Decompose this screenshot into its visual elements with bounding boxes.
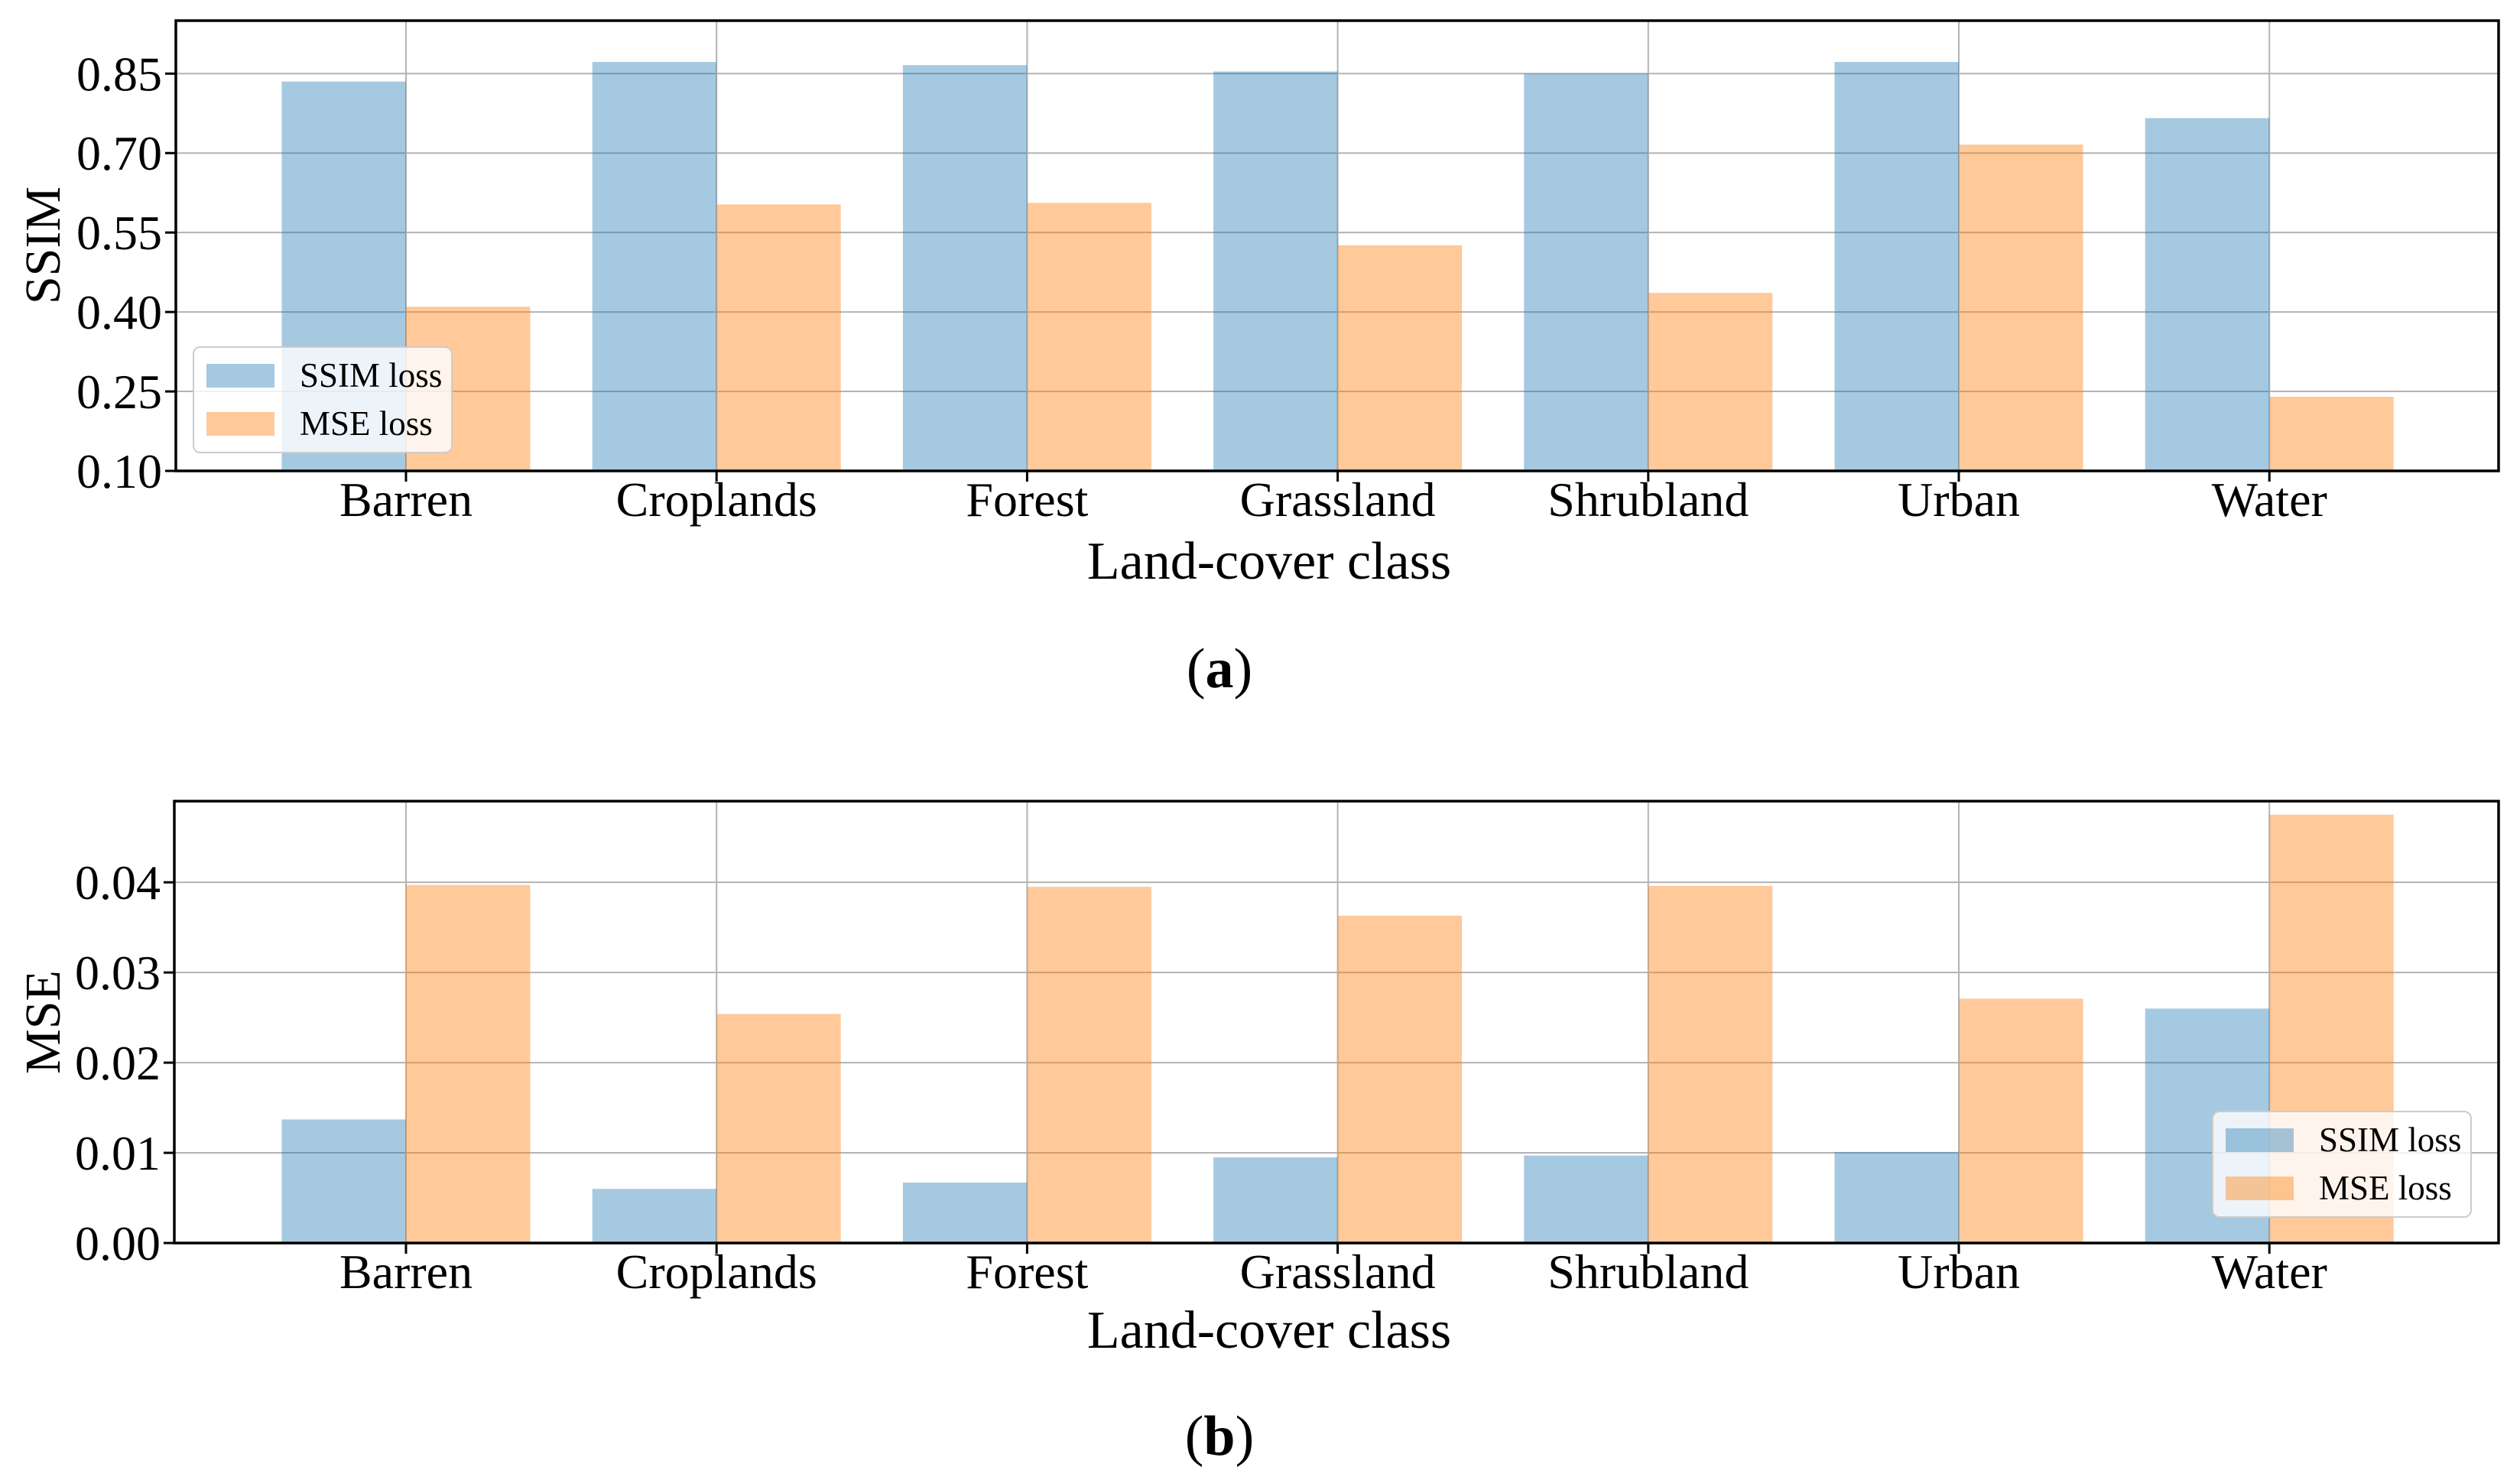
- y-tick-label-0.02: 0.02: [75, 1036, 161, 1090]
- y-tick-label-0.00: 0.00: [75, 1216, 161, 1271]
- legend-swatch-mse-loss-icon: [2226, 1177, 2294, 1200]
- bar-ssim-loss-forest: [902, 1182, 1028, 1243]
- x-tick-label-croplands: Croplands: [616, 472, 817, 527]
- bar-ssim-loss-water: [2145, 118, 2270, 472]
- bar-ssim-loss-grassland: [1213, 1157, 1338, 1243]
- bar-mse-loss-forest: [1027, 203, 1151, 471]
- caption-a-letter: a: [1205, 638, 1234, 700]
- y-tick-label-0.70: 0.70: [76, 126, 162, 180]
- x-tick-label-forest: Forest: [966, 472, 1088, 527]
- legend-row-ssim-loss: SSIM loss: [206, 356, 443, 394]
- y-tick-label-0.40: 0.40: [76, 285, 162, 339]
- bar-ssim-loss-urban: [1834, 62, 1959, 471]
- bar-mse-loss-water: [2269, 396, 2394, 471]
- bar-ssim-loss-urban: [1834, 1151, 1959, 1243]
- bar-mse-loss-shrubland: [1648, 885, 1773, 1243]
- panel-b: Barren Croplands Forest Grassland Shrubland U…: [75, 800, 2500, 1299]
- y-tick-label-0.03: 0.03: [75, 946, 161, 1000]
- x-tick-label-croplands: Croplands: [616, 1245, 817, 1299]
- y-tick-label-0.10: 0.10: [76, 444, 162, 498]
- bar-mse-loss-urban: [1959, 144, 2083, 471]
- bar-mse-loss-barren: [406, 884, 531, 1243]
- legend-row-ssim-loss: SSIM loss: [2226, 1121, 2462, 1159]
- legend-label-mse-loss: MSE loss: [2319, 1169, 2452, 1207]
- bar-ssim-loss-barren: [281, 1119, 406, 1243]
- x-axis-label-a: Land-cover class: [1086, 532, 1452, 591]
- x-tick-label-barren: Barren: [339, 472, 472, 527]
- y-tick-label-0.01: 0.01: [75, 1126, 161, 1180]
- bar-mse-loss-grassland: [1337, 245, 1463, 471]
- y-tick-label-0.55: 0.55: [76, 206, 162, 260]
- legend-panel-a: SSIM loss MSE loss: [193, 346, 453, 453]
- bar-ssim-loss-shrubland: [1524, 1155, 1648, 1243]
- caption-b-close-paren: ): [1235, 1405, 1255, 1468]
- legend-row-mse-loss: MSE loss: [2226, 1171, 2460, 1206]
- bar-ssim-loss-shrubland: [1524, 73, 1648, 471]
- y-tick-label-0.85: 0.85: [76, 47, 162, 101]
- x-tick-label-urban: Urban: [1898, 472, 2020, 527]
- caption-a: (a): [1067, 641, 1372, 697]
- legend-row-mse-loss: MSE loss: [206, 407, 440, 441]
- legend-panel-b: SSIM loss MSE loss: [2212, 1111, 2472, 1218]
- y-tick-label-0.25: 0.25: [76, 365, 162, 419]
- caption-b: (b): [1067, 1408, 1372, 1465]
- legend-swatch-ssim-loss-icon: [206, 364, 274, 388]
- bar-mse-loss-forest: [1027, 887, 1151, 1243]
- x-tick-label-water: Water: [2212, 472, 2327, 527]
- legend-swatch-mse-loss-icon: [206, 412, 274, 436]
- legend-label-mse-loss: MSE loss: [300, 404, 433, 443]
- caption-b-open-paren: (: [1184, 1405, 1204, 1468]
- bar-ssim-loss-forest: [902, 65, 1028, 472]
- x-tick-label-grassland: Grassland: [1240, 472, 1436, 527]
- bar-ssim-loss-croplands: [592, 62, 717, 471]
- plot-border-b: [173, 800, 2500, 1245]
- bar-ssim-loss-croplands: [592, 1189, 717, 1243]
- x-tick-label-urban: Urban: [1898, 1245, 2020, 1299]
- bar-mse-loss-urban: [1959, 998, 2083, 1243]
- x-tick-label-forest: Forest: [966, 1245, 1088, 1299]
- bar-mse-loss-croplands: [716, 204, 841, 471]
- y-tick-label-0.04: 0.04: [75, 855, 161, 910]
- x-tick-label-shrubland: Shrubland: [1547, 1245, 1749, 1299]
- bar-mse-loss-shrubland: [1648, 293, 1773, 471]
- x-tick-label-barren: Barren: [339, 1245, 472, 1299]
- bar-ssim-loss-grassland: [1213, 71, 1338, 472]
- x-tick-label-water: Water: [2212, 1245, 2327, 1299]
- y-axis-label-mse: MSE: [15, 970, 71, 1074]
- x-axis-label-b: Land-cover class: [1086, 1301, 1452, 1360]
- x-tick-label-grassland: Grassland: [1240, 1245, 1436, 1299]
- legend-label-ssim-loss: SSIM loss: [2319, 1121, 2462, 1159]
- legend-swatch-ssim-loss-icon: [2226, 1128, 2294, 1152]
- y-axis-label-ssim: SSIM: [15, 186, 71, 305]
- caption-a-close-paren: ): [1233, 638, 1253, 700]
- x-tick-label-shrubland: Shrubland: [1547, 472, 1749, 527]
- caption-a-open-paren: (: [1186, 638, 1206, 700]
- caption-b-letter: b: [1203, 1405, 1236, 1468]
- legend-label-ssim-loss: SSIM loss: [300, 356, 443, 394]
- bar-mse-loss-croplands: [716, 1014, 841, 1243]
- bar-mse-loss-grassland: [1337, 915, 1463, 1243]
